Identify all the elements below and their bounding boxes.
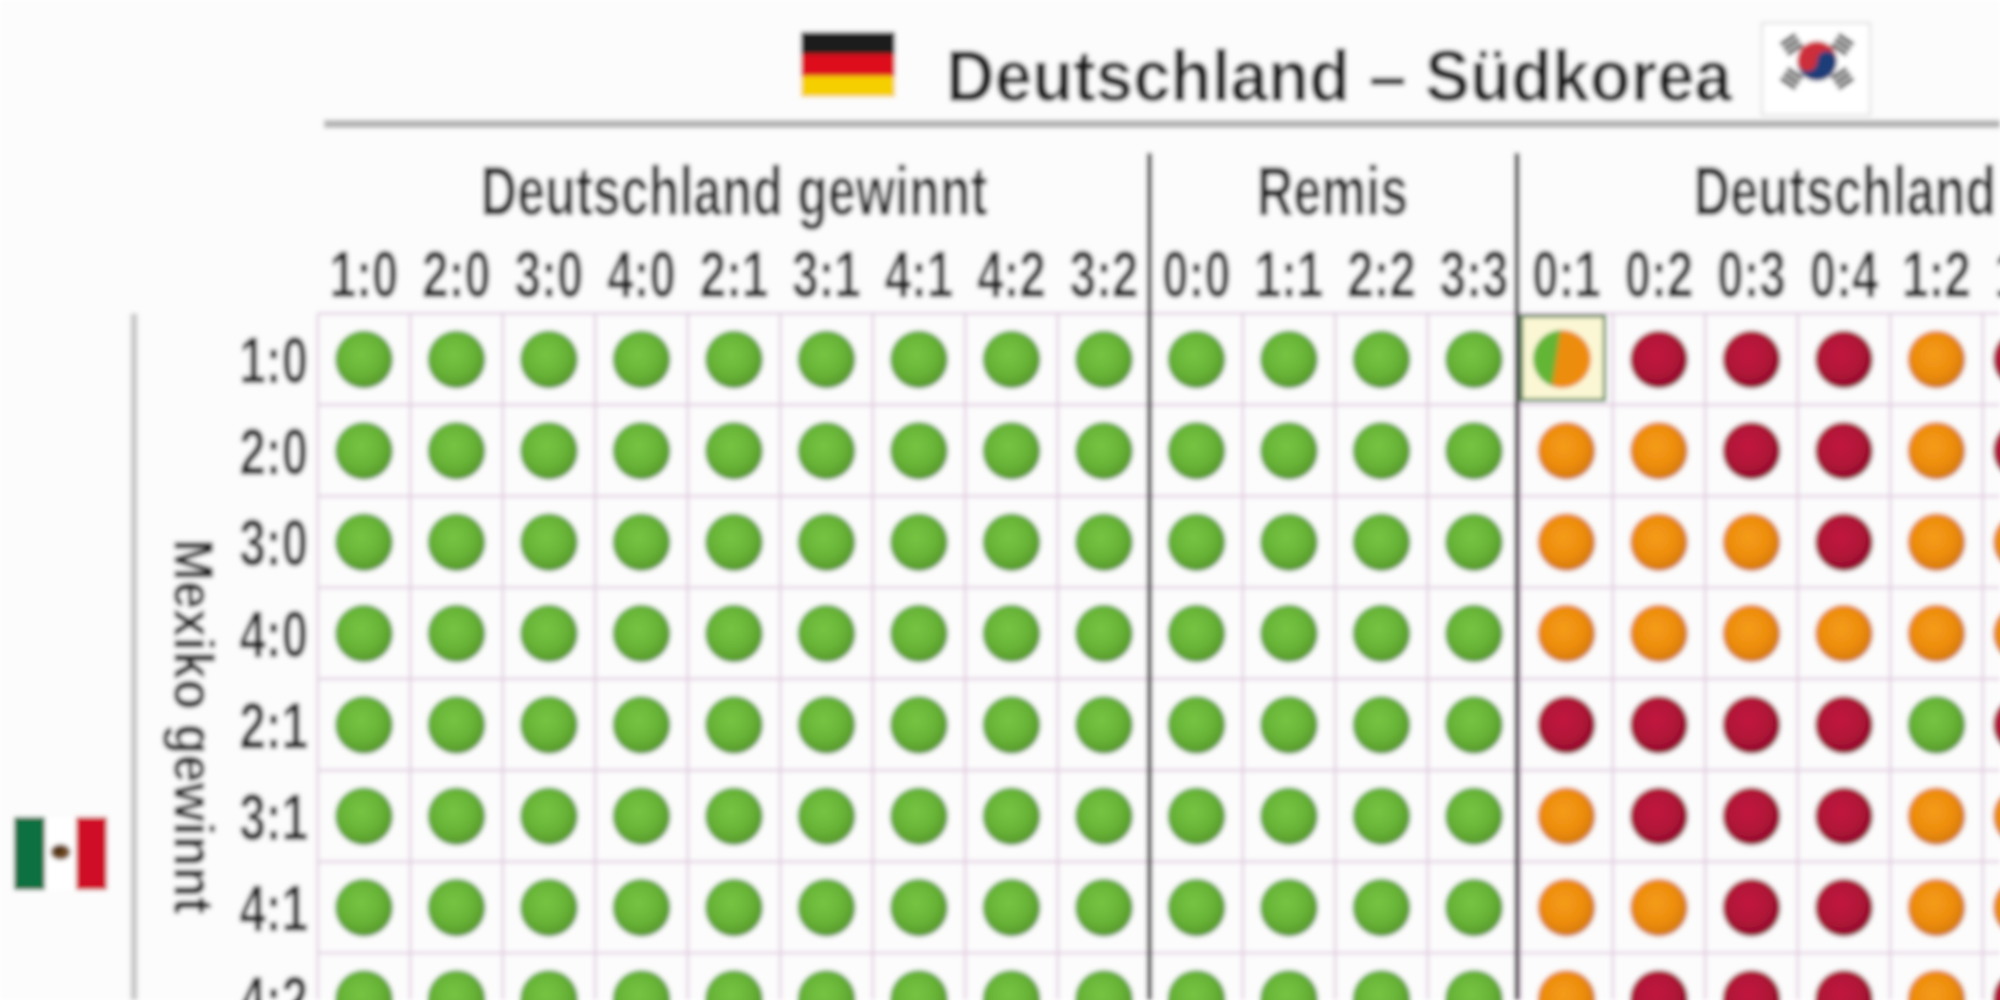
svg-text:4:2: 4:2 bbox=[239, 964, 308, 1000]
svg-text:2:1: 2:1 bbox=[700, 238, 769, 311]
svg-text:1:0: 1:0 bbox=[239, 324, 308, 397]
svg-text:1:3: 1:3 bbox=[1995, 238, 2000, 311]
svg-text:4:0: 4:0 bbox=[239, 599, 308, 672]
svg-text:Deutschland – Südkorea: Deutschland – Südkorea bbox=[946, 36, 1733, 117]
svg-text:0:1: 0:1 bbox=[1532, 238, 1601, 311]
svg-text:2:0: 2:0 bbox=[422, 238, 491, 311]
svg-text:1:0: 1:0 bbox=[330, 238, 399, 311]
svg-text:4:0: 4:0 bbox=[607, 238, 676, 311]
svg-text:3:2: 3:2 bbox=[1070, 238, 1139, 311]
svg-text:Deutschland verliert: Deutschland verliert bbox=[1694, 152, 2000, 230]
svg-text:2:0: 2:0 bbox=[239, 416, 308, 489]
svg-text:0:0: 0:0 bbox=[1162, 238, 1231, 311]
svg-text:4:2: 4:2 bbox=[977, 238, 1046, 311]
svg-text:1:2: 1:2 bbox=[1902, 238, 1971, 311]
svg-text:Remis: Remis bbox=[1257, 152, 1408, 230]
svg-text:3:0: 3:0 bbox=[515, 238, 584, 311]
svg-text:2:2: 2:2 bbox=[1347, 238, 1416, 311]
svg-text:3:1: 3:1 bbox=[792, 238, 861, 311]
svg-text:1:1: 1:1 bbox=[1255, 238, 1324, 311]
svg-text:0:4: 0:4 bbox=[1810, 238, 1879, 311]
svg-text:3:0: 3:0 bbox=[239, 507, 308, 580]
svg-text:2:1: 2:1 bbox=[239, 690, 308, 763]
svg-text:Deutschland gewinnt: Deutschland gewinnt bbox=[481, 152, 988, 230]
svg-text:0:3: 0:3 bbox=[1717, 238, 1786, 311]
svg-text:4:1: 4:1 bbox=[239, 873, 308, 946]
svg-text:3:3: 3:3 bbox=[1440, 238, 1509, 311]
svg-text:0:2: 0:2 bbox=[1625, 238, 1694, 311]
svg-text:3:1: 3:1 bbox=[239, 781, 308, 854]
svg-text:Mexiko gewinnt: Mexiko gewinnt bbox=[162, 539, 224, 914]
svg-text:4:1: 4:1 bbox=[885, 238, 954, 311]
